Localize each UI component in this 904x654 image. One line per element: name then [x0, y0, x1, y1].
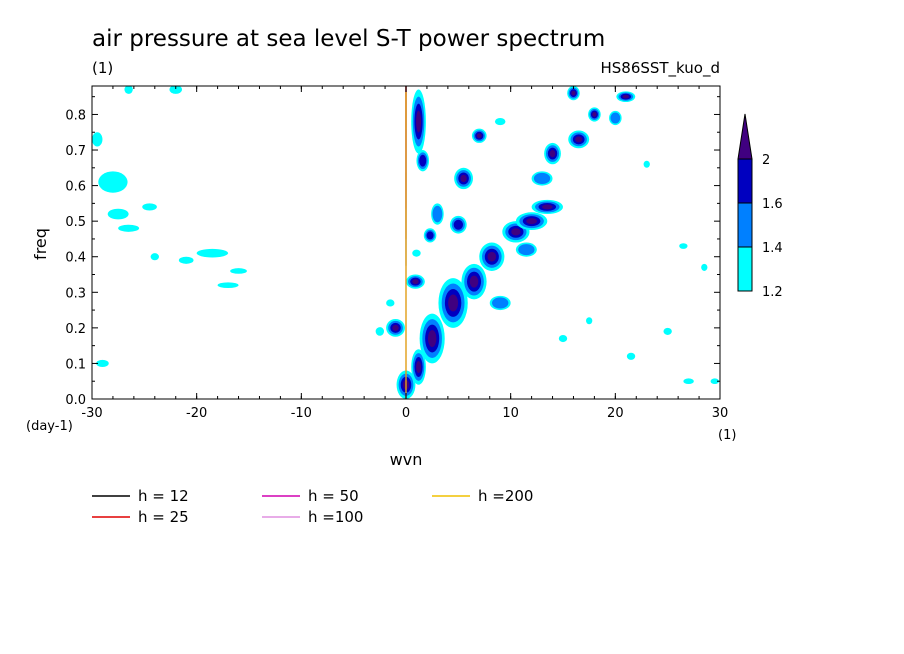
legend-label: h = 50	[308, 487, 359, 505]
spectrum-blob	[492, 297, 509, 309]
colorbar-label: 2	[762, 153, 770, 168]
spectrum-blob	[533, 172, 551, 185]
spectrum-blob	[217, 282, 239, 289]
spectrum-heatmap	[92, 86, 719, 399]
x-axis-label: wvn	[390, 450, 423, 469]
dispersion-curve-h100	[405, 86, 407, 173]
chart-subtitle-right: HS86SST_kuo_d	[600, 59, 720, 78]
spectrum-blob	[592, 112, 597, 117]
spectrum-blob	[96, 359, 109, 367]
colorbar-top-triangle	[737, 113, 753, 160]
spectrum-blob	[571, 90, 576, 96]
spectrum-blob	[118, 224, 140, 232]
spectrum-blob	[487, 251, 497, 262]
spectrum-blob	[626, 352, 636, 360]
spectrum-blob	[178, 256, 194, 264]
spectrum-blob	[142, 203, 157, 211]
x-unit-label: (1)	[718, 428, 736, 443]
chart-title: air pressure at sea level S-T power spec…	[92, 26, 605, 52]
spectrum-blob	[107, 208, 129, 220]
spectrum-blob	[469, 275, 479, 288]
spectrum-blob	[427, 330, 437, 347]
spectrum-blob	[526, 218, 537, 225]
colorbar-label: 1.4	[762, 241, 783, 256]
y-tick-label: 0.0	[65, 393, 86, 408]
x-tick-label: -20	[186, 406, 207, 421]
y-axis-label: freq	[31, 228, 50, 260]
spectrum-blob	[549, 149, 556, 158]
spectrum-blob	[426, 231, 434, 240]
spectrum-blob	[98, 171, 128, 193]
spectrum-blob	[386, 299, 395, 307]
spectrum-blob	[453, 219, 464, 230]
spectrum-blob	[392, 324, 399, 331]
y-tick-label: 0.6	[65, 180, 86, 195]
colorbar-swatch	[737, 202, 753, 248]
y-tick-label: 0.5	[65, 215, 86, 230]
x-tick-label: -30	[81, 406, 102, 421]
spectrum-blob	[419, 154, 427, 167]
spectrum-blob	[196, 248, 229, 258]
spectrum-blob	[610, 112, 621, 124]
axis-ticks: -30 -20 -10 0 10 20 30 0.0 0.1 0.2 0.3 0.4 0.5 0.6 0.7…	[65, 86, 728, 421]
y-tick-label: 0.7	[65, 144, 86, 159]
spectrum-blob	[518, 244, 535, 256]
spectrum-blob	[663, 327, 672, 335]
x-tick-label: 0	[402, 406, 410, 421]
y-tick-label: 0.3	[65, 286, 86, 301]
y-tick-label: 0.4	[65, 251, 86, 266]
colorbar-label: 1.6	[762, 197, 783, 212]
colorbar-label: 1.2	[762, 285, 783, 300]
spectrum-blob	[412, 249, 421, 257]
spectrum-blob	[412, 279, 419, 285]
y-tick-label: 0.1	[65, 357, 86, 372]
dispersion-curves	[92, 86, 720, 399]
legend-label: h =200	[478, 487, 533, 505]
spectrum-blob	[124, 86, 133, 94]
y-tick-label: 0.8	[65, 108, 86, 123]
spectrum-blob	[432, 205, 443, 223]
spectrum-blob	[683, 378, 694, 385]
legend-label: h =100	[308, 508, 363, 526]
dispersion-curve-h12	[405, 86, 407, 266]
spectrum-blob	[416, 110, 422, 133]
spectrum-blob	[710, 378, 719, 385]
x-tick-label: -10	[291, 406, 312, 421]
spectrum-blob	[586, 317, 593, 325]
legend: h = 12 h = 25 h = 50 h =100 h =200	[92, 487, 533, 526]
spectrum-blob	[476, 133, 482, 139]
spectrum-blob	[169, 86, 183, 94]
spectrum-blob	[494, 118, 506, 126]
dispersion-curve-h200	[405, 86, 407, 130]
spectrum-blob	[701, 263, 708, 271]
y-unit-label: (day-1)	[26, 419, 73, 434]
y-tick-label: 0.2	[65, 322, 86, 337]
legend-label: h = 12	[138, 487, 189, 505]
spectrum-blob	[622, 94, 630, 99]
spectrum-blob	[460, 174, 467, 183]
x-tick-label: 10	[502, 406, 519, 421]
spectrum-blob	[416, 360, 422, 374]
spectrum-blob	[643, 160, 650, 168]
spectrum-blob	[448, 294, 459, 312]
spectrum-blob	[541, 204, 553, 210]
spectrum-blob	[92, 132, 103, 147]
colorbar: 1.2 1.4 1.6 2	[737, 113, 783, 300]
spectrum-blob	[150, 253, 159, 261]
chart-subtitle-left: (1)	[92, 59, 113, 77]
spectrum-blob	[679, 243, 688, 249]
spectrum-blob	[575, 136, 583, 143]
x-tick-label: 30	[712, 406, 729, 421]
spectrum-blob	[375, 327, 385, 336]
colorbar-swatch	[737, 158, 753, 204]
colorbar-swatch	[737, 246, 753, 292]
spectrum-blob	[511, 228, 521, 236]
dispersion-curve-h25	[405, 86, 407, 239]
spectrum-blob	[558, 334, 568, 343]
spectrum-blob	[230, 268, 247, 274]
x-tick-label: 20	[607, 406, 624, 421]
dispersion-curve-h50	[405, 86, 407, 209]
legend-label: h = 25	[138, 508, 189, 526]
